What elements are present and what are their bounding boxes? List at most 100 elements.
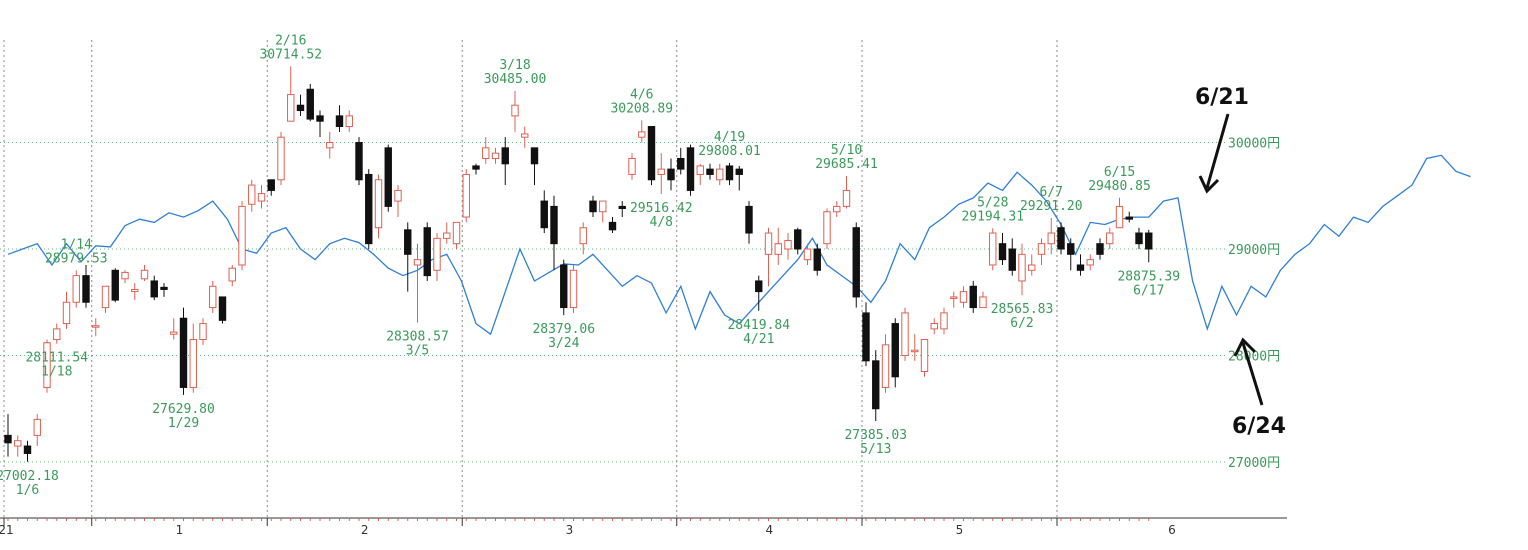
candle-body [404,229,412,255]
x-tick-label: 21 [0,523,14,537]
candle-body [764,232,773,255]
candle [911,334,919,361]
candle [686,144,695,196]
price-annotation: 28111.541/18 [25,351,88,380]
price-annotation: 28565.836/2 [991,302,1054,331]
candle [1047,217,1055,255]
candle [33,414,41,447]
candle [969,280,977,313]
candle-body [911,349,919,353]
candle [989,228,997,271]
candle [735,165,743,191]
callouts: 6/21 6/24 [1195,85,1286,439]
candle [209,280,217,313]
candle-body [374,179,383,229]
candle-body [560,264,568,309]
candle-body [101,285,110,309]
candle [852,222,860,308]
candle [1008,238,1016,276]
candle [1135,227,1143,249]
candle [228,264,236,287]
annotation-value: 30485.00 [484,72,547,87]
candle-body [491,152,500,159]
candle-body [608,221,617,231]
candle [287,66,295,122]
candle-body [521,133,529,138]
candle-body [511,104,519,117]
annotation-value: 28111.54 [25,351,88,366]
annotation-date: 5/13 [860,442,891,457]
candle-body [462,173,470,218]
candle-body [189,339,197,388]
candlestick-series [4,66,1153,462]
candle [862,302,870,367]
annotation-date: 3/24 [548,336,579,351]
candle-body [959,291,968,303]
candle [335,105,344,132]
candle-body [872,360,880,410]
candle-body [316,115,324,122]
candle-body [979,296,987,309]
callout-6-24: 6/24 [1232,337,1286,439]
x-tick-label: 5 [956,523,964,537]
candle [423,222,431,281]
candle [316,110,324,138]
candle [1037,238,1046,265]
candle [696,163,704,186]
candle-body [530,147,539,165]
candle-body [335,115,344,128]
candle [1145,229,1153,263]
candle [355,137,363,186]
y-tick-label: 30000円 [1228,137,1280,152]
candle-body [823,211,831,245]
candle-body [618,205,626,210]
candle-body [891,323,899,378]
candle-body [589,200,597,213]
x-axis: 21 1 2 3 4 5 6 [0,517,1287,537]
x-tick-label: 2 [361,523,369,537]
candle [764,227,773,287]
overlay-line [7,154,1471,336]
candle-body [277,136,285,181]
candle [452,221,461,249]
candle-body [140,269,149,280]
candle-body [92,325,100,328]
candle-body [706,168,714,175]
callout-arrow-head [1198,175,1220,194]
candle [901,307,909,361]
candle [4,414,12,457]
candle [326,131,334,159]
candle-body [131,288,139,293]
annotation-value: 28419.84 [727,318,790,333]
annotation-date: 6/7 [1040,185,1063,200]
candle-body [540,200,548,229]
candle [784,233,792,260]
candle [628,153,636,180]
candle [501,137,509,186]
candle-body [989,232,997,266]
callout-arrow-line [1241,342,1264,406]
annotation-value: 27629.80 [152,402,215,417]
candle-body [1076,264,1085,271]
price-annotation: 28875.396/17 [1117,269,1180,298]
candle-body [1037,243,1046,255]
annotation-date: 5/10 [831,143,862,158]
callout-label: 6/24 [1232,414,1286,439]
candle-body [413,259,422,266]
candle-body [1135,232,1143,245]
candle [23,440,32,462]
annotation-date: 3/5 [406,344,429,359]
candle [842,176,851,209]
candle [53,323,61,344]
annotation-date: 1/6 [16,483,39,498]
callout-arrow-head [1233,337,1257,357]
callout-label: 6/21 [1195,85,1249,110]
candle [111,268,119,303]
annotation-value: 29516.42 [630,201,693,216]
candle-body [248,184,256,205]
candle [618,201,626,218]
candle [248,179,256,212]
